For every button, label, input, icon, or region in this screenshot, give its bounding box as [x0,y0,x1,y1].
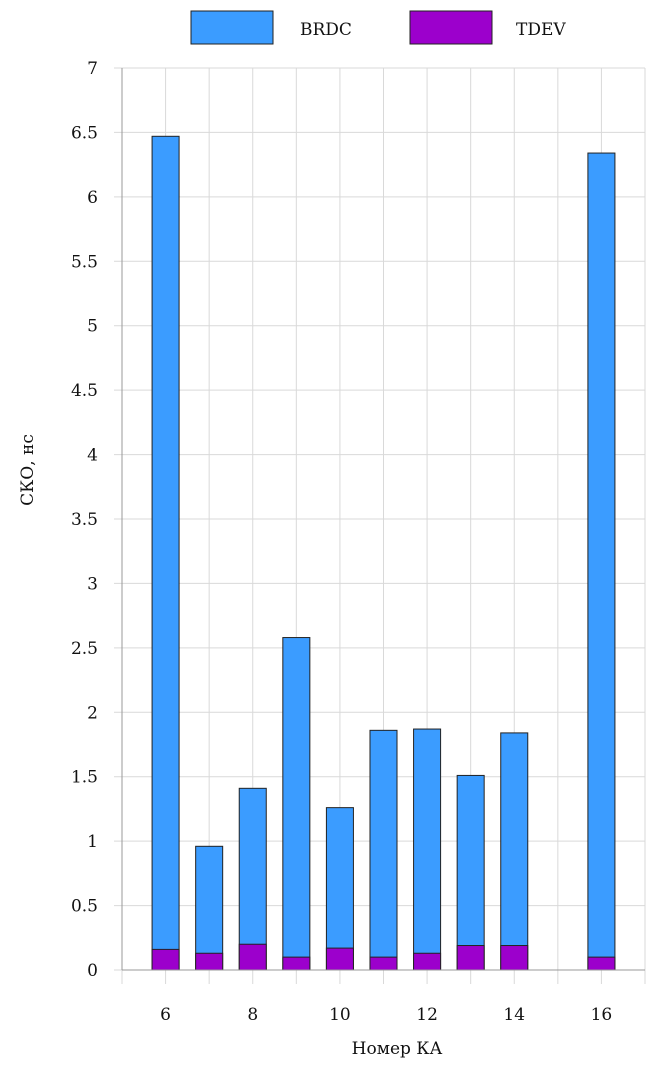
y-tick-label: 4.5 [71,381,98,401]
bar-tdev [282,956,311,971]
legend-swatch [190,10,274,45]
y-tick-label: 5 [87,317,98,337]
y-tick-label: 6.5 [71,123,98,143]
y-tick-label: 4 [87,446,98,466]
legend-label: BRDC [300,20,352,40]
bar-brdc [456,774,485,971]
x-tick-label: 12 [416,1005,438,1025]
bar-tdev [456,945,485,971]
x-tick-label: 6 [160,1005,171,1025]
bar-tdev [500,945,529,971]
y-tick-label: 3 [87,574,98,594]
bar-brdc [282,637,311,971]
x-tick-label: 8 [247,1005,258,1025]
bar-brdc [325,807,354,971]
y-tick-label: 2 [87,703,98,723]
y-tick-label: 2.5 [71,639,98,659]
x-tick-labels: 6 8 10 12 14 16 [160,1005,612,1025]
y-tick-label: 1 [87,832,98,852]
y-tick-label: 7 [87,59,98,79]
bar-tdev [195,952,224,971]
axes [121,68,645,971]
x-axis-label: Номер КА [352,1039,443,1059]
bar-tdev [587,956,616,971]
y-tick-label: 0.5 [71,897,98,917]
legend-item-tdev: TDEV [409,10,566,45]
legend-swatch [409,10,493,45]
bar-brdc [413,728,442,971]
bar-tdev [413,952,442,971]
y-tick-label: 0 [87,961,98,981]
bar-brdc [238,787,267,971]
bar-brdc [587,152,616,971]
bar-brdc [195,845,224,971]
bar-brdc [500,732,529,971]
bars [151,135,616,971]
bar-brdc [369,729,398,971]
legend-item-brdc: BRDC [190,10,352,45]
x-tick-label: 14 [503,1005,525,1025]
bar-tdev [369,956,398,971]
y-axis-label: СКО, нс [18,434,38,506]
legend: BRDC TDEV [190,10,566,45]
x-tick-label: 10 [329,1005,351,1025]
y-tick-label: 6 [87,188,98,208]
y-tick-label: 3.5 [71,510,98,530]
y-tick-label: 5.5 [71,252,98,272]
y-tick-label: 1.5 [71,768,98,788]
bar-tdev [238,943,267,971]
bar-tdev [325,947,354,971]
x-tick-label: 16 [591,1005,613,1025]
bar-brdc [151,135,180,971]
bar-tdev [151,948,180,971]
y-tick-labels: 0 0.5 1 1.5 2 2.5 3 3.5 4 4.5 5 5.5 6 6.5 7 [71,59,98,981]
legend-label: TDEV [516,20,566,40]
